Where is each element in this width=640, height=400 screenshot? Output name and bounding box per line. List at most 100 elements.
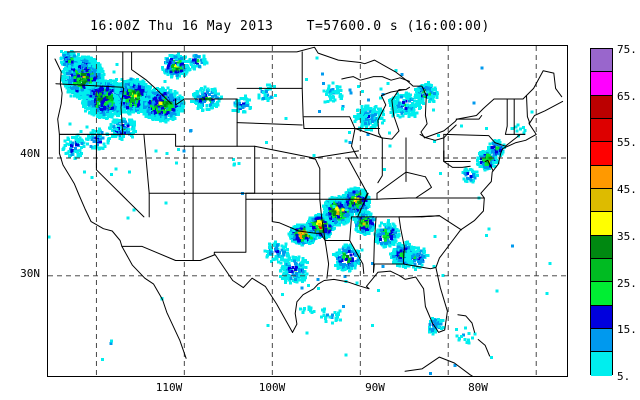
precip-cell [89,92,93,96]
precip-cell [119,120,123,124]
precip-cell [248,98,252,102]
precip-cell [92,100,96,103]
precip-cell [359,210,363,214]
precip-cell [354,189,358,193]
precip-cell [136,95,140,99]
precip-cell [126,101,130,105]
precip-cell [332,196,336,200]
precip-cell [75,81,79,85]
precip-cell [310,240,314,244]
precip-cell [68,154,71,158]
precip-cell [246,101,250,105]
precip-cell [63,73,67,77]
precip-cell [105,116,109,120]
precip-cell [171,117,175,121]
precip-cell [107,114,111,118]
precip-cell [103,144,107,148]
precip-cell [363,191,367,195]
precip-cell [62,146,66,150]
precip-cell [268,83,272,87]
precip-cell [86,78,90,82]
precip-cell [148,101,152,105]
precip-cell [269,84,273,88]
precip-cell [357,187,361,191]
precip-cell [66,137,70,141]
precip-cell [111,112,115,116]
precip-cell [96,102,100,105]
precip-cell [176,61,180,65]
precip-cell [278,275,282,278]
precip-cell [166,110,170,114]
precip-cell [63,75,67,79]
precip-cell [111,120,115,124]
precip-cell [63,143,67,147]
precip-cell [343,268,347,272]
precip-cell [339,202,343,206]
precip-cell [205,90,209,94]
precip-cell [161,90,165,94]
precip-cell [100,86,103,90]
precip-cell [126,124,130,128]
precip-cell [174,112,178,116]
precip-cell [362,222,366,226]
precip-cell [102,82,106,85]
precip-cell [176,113,180,117]
precip-cell [86,80,90,84]
precip-cell [70,63,74,67]
precip-cell [163,104,167,108]
precip-cell [194,60,198,64]
precip-cell [303,259,307,263]
precip-cell [103,79,107,83]
precip-cell [99,137,102,141]
precip-cell [282,273,286,277]
precip-cell [179,69,183,73]
precip-cell [101,91,105,95]
precip-cell [67,55,71,59]
precip-cell [114,134,117,138]
precip-cell [328,224,332,228]
precip-cell [123,125,127,129]
precip-cell [345,267,348,271]
precip-cell [235,100,238,104]
precip-cell [82,75,86,78]
precip-cell [83,72,87,76]
precip-cell [130,98,134,102]
precip-cell [354,205,357,209]
precip-cell [237,99,241,103]
precip-cell [93,74,97,77]
precip-cell [316,216,320,220]
precip-cell [160,111,163,114]
precip-cell [108,95,111,99]
precip-cell [98,87,102,91]
precip-cell [115,103,119,107]
precip-cell [99,129,103,133]
precip-cell [122,101,125,105]
precip-cell [98,97,102,101]
precip-cell [176,102,180,106]
precip-cell [87,103,91,107]
precip-cell [213,103,217,107]
precip-cell [76,58,80,62]
precip-cell [297,225,300,229]
precip-cell [194,98,198,102]
precip-cell [167,104,170,108]
precip-cell [341,221,345,225]
precip-cell [332,214,336,218]
precip-cell [88,97,92,101]
precip-cell [91,146,95,149]
precip-cell [122,92,126,96]
precip-cell [61,148,65,152]
precip-cell [170,72,174,76]
precip-cell [303,227,307,231]
precip-cell [271,257,275,261]
precip-cell [91,136,95,140]
precip-cell [245,97,249,101]
precip-cell [309,223,313,227]
precip-cell [176,76,180,80]
precip-cell [151,91,155,95]
precip-cell [160,66,164,69]
precip-cell [165,58,169,61]
precip-cell [73,91,77,95]
precip-cell [85,142,89,146]
precip-cell [65,86,69,90]
